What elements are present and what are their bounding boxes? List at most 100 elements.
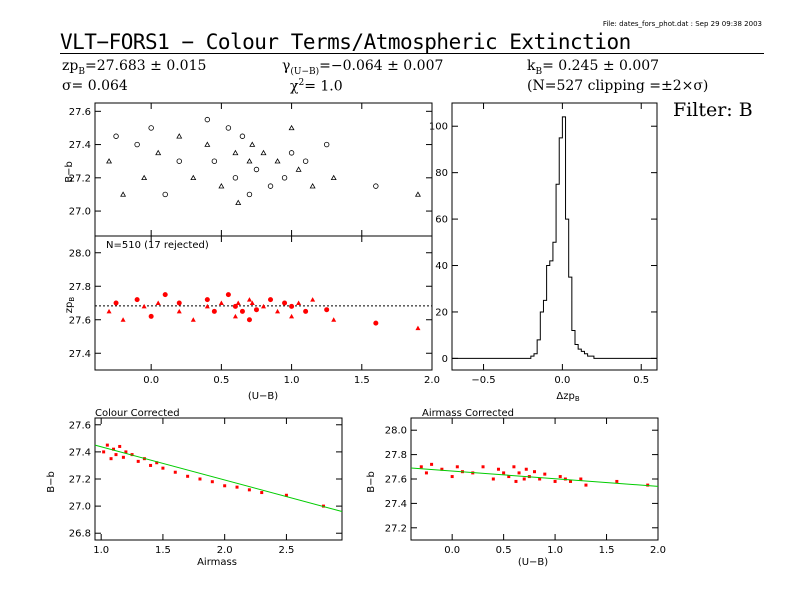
panel4-point xyxy=(247,488,251,492)
panel4-fit-line xyxy=(94,444,343,513)
panel1-point xyxy=(295,166,302,172)
panel1-point xyxy=(162,191,168,198)
panel2-xtick-label: 0.5 xyxy=(213,375,229,386)
panel2-xtick-label: 1.5 xyxy=(354,375,370,386)
panel4-frame xyxy=(94,417,343,541)
panel5-point xyxy=(524,467,528,471)
panel1-ytick-label: 27.2 xyxy=(69,173,91,184)
panel5-point xyxy=(553,479,557,483)
panel2-ytick-label: 28.0 xyxy=(69,248,91,259)
panel2-point xyxy=(275,308,281,314)
panel2-xtick-label: 0.0 xyxy=(143,375,159,386)
panel4-ylabel: B−b xyxy=(46,471,57,493)
panel4-ytick-label: 27.6 xyxy=(69,420,91,431)
panel2-ytick-label: 27.8 xyxy=(69,282,91,293)
panel5-point xyxy=(430,462,434,466)
panel4-xtick-label: 2.0 xyxy=(217,545,233,556)
k-result: kB= 0.245 ± 0.007 xyxy=(527,58,660,77)
panel2-point xyxy=(218,300,224,305)
panel4-xlabel: Airmass xyxy=(197,557,237,568)
panel2-point xyxy=(106,308,112,314)
panel2-point xyxy=(324,307,330,313)
panel1-point xyxy=(249,141,256,147)
panel2-point xyxy=(162,292,168,298)
panel1-ytick-label: 27.6 xyxy=(69,107,91,118)
panel4-point xyxy=(284,493,288,497)
panel1-point xyxy=(232,149,239,156)
panel4-xtick-label: 1.5 xyxy=(155,545,171,556)
panel1-point xyxy=(155,149,162,156)
panel5-ytick-label: 27.4 xyxy=(385,499,407,510)
panel5-point xyxy=(579,477,583,481)
panel4-title: Colour Corrected xyxy=(95,408,180,419)
panel1-point xyxy=(288,124,295,131)
panel4-ytick-label: 26.8 xyxy=(69,529,91,540)
panel1-ylabel: B−b xyxy=(64,161,75,183)
histogram-ytick-label: 60 xyxy=(435,215,448,226)
panel1-point xyxy=(218,183,225,189)
panel1-point xyxy=(373,183,379,189)
panel4-point xyxy=(155,461,159,465)
panel1-point xyxy=(309,183,316,189)
panel1-point xyxy=(141,174,148,181)
panel4-point xyxy=(223,484,227,488)
panel5-point xyxy=(533,470,536,474)
panel2-annotation: N=510 (17 rejected) xyxy=(106,240,209,251)
panel4-xtick-label: 1.0 xyxy=(93,545,109,556)
panel1-point xyxy=(204,141,211,147)
panel5-point xyxy=(514,479,518,483)
panel2-point xyxy=(204,297,210,303)
panel4-point xyxy=(210,480,214,484)
panel4-ytick-label: 27.0 xyxy=(69,502,91,513)
panel1-point xyxy=(414,191,421,197)
panel2-point xyxy=(176,300,182,306)
panel1-point xyxy=(323,141,330,148)
panel2-xlabel: (U−B) xyxy=(248,391,278,402)
panel1-frame xyxy=(94,102,433,237)
panel1-point xyxy=(204,116,211,123)
chi-result: χ2= 1.0 xyxy=(290,78,343,95)
panel4-point xyxy=(124,450,128,454)
filter-label: Filter: B xyxy=(673,99,753,121)
panel2-xtick-label: 2.0 xyxy=(424,375,440,386)
panel2-point xyxy=(261,303,266,309)
panel2-point xyxy=(141,303,147,309)
panel5-point xyxy=(522,477,526,481)
panel1-point xyxy=(235,199,242,205)
panel2-point xyxy=(134,297,140,303)
histogram-xtick-label: −0.5 xyxy=(471,375,495,386)
panel4-point xyxy=(114,453,118,457)
panel4-ytick-label: 27.2 xyxy=(69,475,91,486)
panel2-point xyxy=(268,297,274,303)
panel2-point xyxy=(249,300,255,305)
panel5-point xyxy=(419,465,423,469)
panel2-point xyxy=(225,292,231,298)
panel5-xtick-label: 1.0 xyxy=(547,545,563,556)
panel2-point xyxy=(113,300,119,306)
panel1-point xyxy=(274,158,281,164)
panel5-xtick-label: 0.5 xyxy=(496,545,512,556)
histogram-frame xyxy=(451,102,658,371)
panel1-point xyxy=(211,158,218,164)
panel4-point xyxy=(186,474,190,478)
panel4-point xyxy=(136,459,140,463)
panel4-point xyxy=(198,477,202,481)
panel1-point xyxy=(106,158,113,164)
panel4-point xyxy=(235,485,239,489)
histogram-outline xyxy=(452,116,657,359)
panel5-point xyxy=(491,477,495,481)
panel1-point xyxy=(134,141,140,148)
panel5-point xyxy=(455,465,459,469)
panel1-point xyxy=(302,158,309,164)
panel2-ytick-label: 27.4 xyxy=(69,349,91,360)
panel1-point xyxy=(330,174,337,181)
panel2-point xyxy=(310,297,316,302)
panel4-point xyxy=(109,457,113,461)
panel1-point xyxy=(246,158,253,164)
panel2-point xyxy=(289,313,295,319)
histogram-xtick-label: 0.0 xyxy=(554,375,570,386)
panel5-point xyxy=(584,483,588,487)
panel4-point xyxy=(121,455,125,459)
panel2-xtick-label: 1.0 xyxy=(284,375,300,386)
